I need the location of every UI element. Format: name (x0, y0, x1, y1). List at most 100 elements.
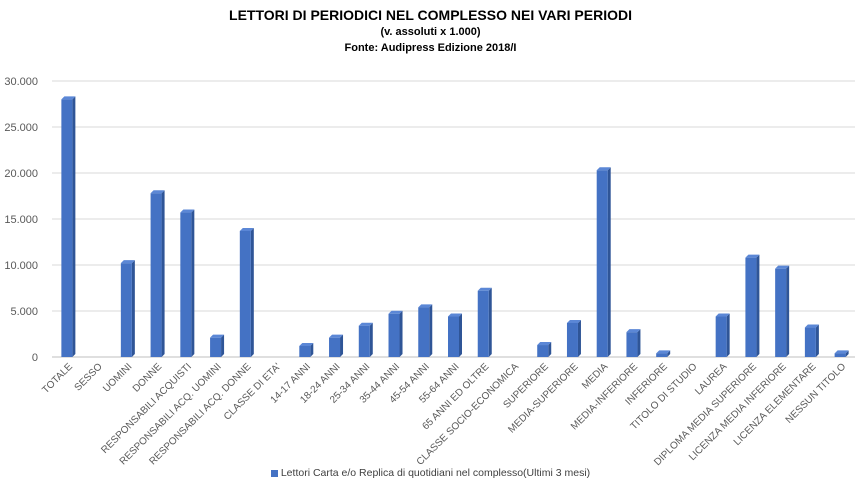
bar (358, 322, 373, 357)
bar (61, 96, 76, 358)
bar-front (834, 353, 846, 357)
bar (329, 334, 344, 357)
bar-top (804, 324, 819, 328)
bar-front (537, 345, 549, 357)
bar-top (329, 334, 344, 338)
bar-top (566, 319, 581, 323)
bar (656, 350, 671, 357)
bar-top (596, 167, 611, 171)
bar-front (418, 307, 430, 357)
bar-side (191, 209, 195, 357)
chart-subtitle: (v. assoluti x 1.000) (380, 26, 481, 38)
bar-front (626, 332, 638, 357)
bar-top (477, 287, 492, 291)
bar (537, 342, 552, 357)
bar-top (180, 209, 195, 213)
bar-front (388, 313, 400, 357)
bar-top (418, 304, 433, 308)
bar-side (786, 265, 790, 357)
bar-side (399, 310, 403, 357)
bar (418, 304, 433, 357)
bar-top (388, 310, 403, 314)
bar-front (715, 316, 727, 357)
bar-top (210, 334, 225, 338)
bar-side (548, 342, 552, 357)
bar-side (845, 350, 849, 357)
bar-front (150, 193, 162, 357)
bar (596, 167, 611, 357)
bar (834, 350, 849, 357)
bar (477, 287, 492, 357)
bar-front (239, 230, 251, 357)
bar (299, 342, 314, 357)
bar-front (329, 337, 341, 357)
bar-top (61, 96, 76, 100)
bar-side (429, 304, 433, 357)
y-tick-label: 5.000 (10, 306, 38, 318)
bar-front (656, 353, 668, 357)
bar-top (834, 350, 849, 354)
bar-top (715, 313, 730, 317)
bar (566, 319, 581, 357)
legend-label: Lettori Carta e/o Replica di quotidiani … (280, 467, 591, 479)
bar-top (299, 342, 314, 346)
bar-top (150, 190, 165, 194)
bar-side (310, 342, 314, 357)
bar-top (775, 265, 790, 269)
y-tick-label: 25.000 (4, 122, 38, 134)
bar-front (566, 322, 578, 357)
bar-top (448, 313, 462, 317)
bar-side (667, 350, 671, 357)
bar (804, 324, 819, 357)
bar-side (161, 190, 165, 357)
bar (626, 329, 641, 357)
bar-top (537, 342, 552, 346)
bar-side (637, 329, 641, 357)
bar-side (131, 260, 135, 357)
bar-top (358, 322, 373, 326)
bar (210, 334, 225, 357)
legend: Lettori Carta e/o Replica di quotidiani … (0, 467, 861, 479)
bar-side (221, 334, 225, 357)
y-tick-label: 0 (32, 352, 38, 364)
bar (448, 313, 462, 357)
bar-side (577, 319, 581, 357)
bar-top (626, 329, 641, 333)
bar-side (726, 313, 730, 357)
bar (239, 227, 254, 357)
bar-front (358, 325, 370, 357)
bar-top (120, 260, 135, 264)
bar (715, 313, 730, 357)
bar-front (448, 316, 459, 357)
bar-top (745, 254, 760, 258)
bar-front (299, 345, 311, 357)
bar-side (756, 254, 760, 357)
bar-front (477, 290, 489, 357)
y-tick-label: 15.000 (4, 214, 38, 226)
y-tick-label: 20.000 (4, 168, 38, 180)
x-tick-label: SESSO (73, 361, 105, 393)
bar-front (61, 99, 73, 358)
bar-front (745, 257, 757, 357)
x-tick-label: UOMINI (101, 361, 134, 394)
bar-top (656, 350, 671, 354)
bar (388, 310, 403, 357)
bar-front (180, 212, 192, 357)
bar-top (239, 227, 254, 231)
x-tick-label: TOTALE (40, 361, 75, 396)
y-tick-label: 30.000 (4, 76, 38, 88)
bar-front (120, 263, 132, 357)
bar-side (607, 167, 611, 357)
chart-source: Fonte: Audipress Edizione 2018/I (344, 42, 517, 54)
y-tick-label: 10.000 (4, 260, 38, 272)
bar-side (815, 324, 819, 357)
bar (120, 260, 135, 357)
bar-side (250, 227, 254, 357)
bar-side (72, 96, 76, 358)
chart-title: LETTORI DI PERIODICI NEL COMPLESSO NEI V… (229, 7, 632, 23)
bar (745, 254, 760, 357)
bar (180, 209, 195, 357)
bar-side (488, 287, 492, 357)
bar-front (775, 268, 787, 357)
